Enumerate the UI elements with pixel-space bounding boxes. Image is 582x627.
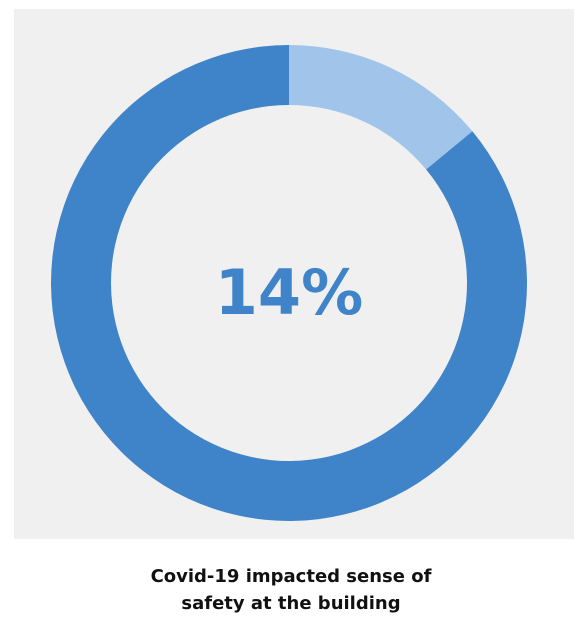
caption-line-1: Covid-19 impacted sense of xyxy=(150,566,432,587)
center-percentage-label: 14% xyxy=(215,256,363,329)
slice-impacted xyxy=(289,45,473,170)
donut-chart: 14% xyxy=(50,45,527,521)
caption-line-2: safety at the building xyxy=(181,593,401,614)
chart-caption: Covid-19 impacted sense of safety at the… xyxy=(0,563,582,617)
chart-panel: 14% xyxy=(14,9,574,539)
